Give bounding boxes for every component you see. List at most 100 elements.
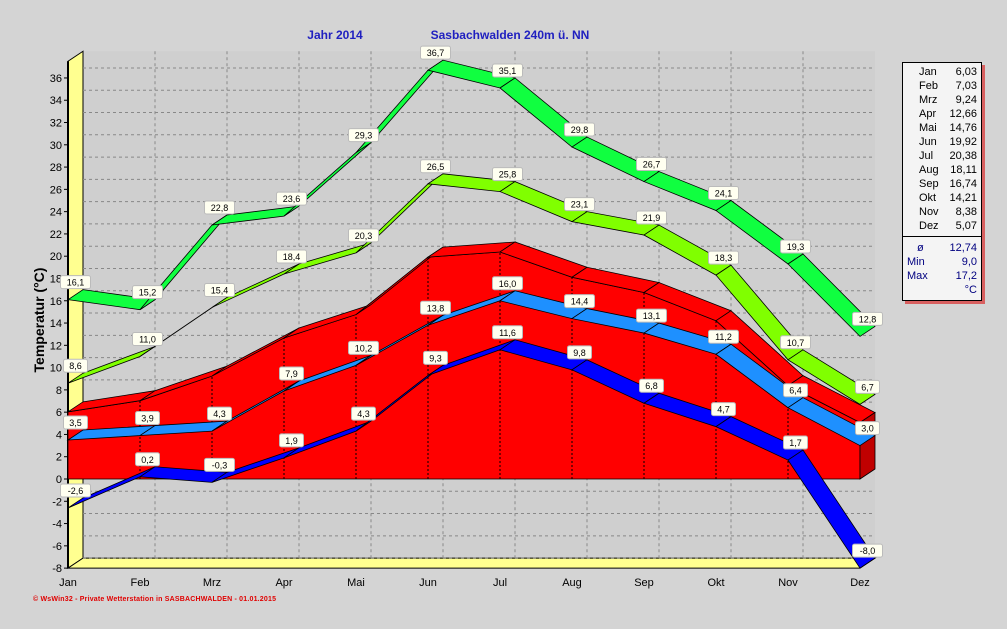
data-label: 4,3 <box>213 409 226 419</box>
max-mean-segment <box>787 349 876 405</box>
legend-value: 12,66 <box>949 108 977 120</box>
data-label: 1,7 <box>789 438 802 448</box>
data-label: -8,0 <box>860 546 876 556</box>
min-label: Min <box>907 256 925 268</box>
legend-month: Mai <box>919 122 937 134</box>
data-label-box <box>783 383 808 398</box>
x-tick-label: Mai <box>347 577 365 589</box>
legend-value: 5,07 <box>955 220 977 232</box>
data-label: 14,4 <box>571 297 589 307</box>
min-value: 9,0 <box>961 256 977 268</box>
data-label-box <box>780 239 811 254</box>
data-label: 21,9 <box>643 213 661 223</box>
data-label-box <box>708 250 739 265</box>
y-tick-label: 32 <box>50 118 62 130</box>
data-label-box <box>204 200 235 215</box>
data-label: 24,1 <box>715 189 733 199</box>
data-label: 19,3 <box>787 242 805 252</box>
legend-month: Jul <box>919 150 934 162</box>
legend-value: 18,11 <box>950 164 977 176</box>
chart-subtitle: Sasbachwalden 240m ü. NN <box>431 28 590 42</box>
data-label: 3,0 <box>861 424 874 434</box>
legend-month: Sep <box>919 178 939 190</box>
legend-value: 20,38 <box>949 150 977 162</box>
data-label-box <box>855 421 880 436</box>
data-label-box <box>279 433 304 448</box>
legend-value: 9,24 <box>955 94 977 106</box>
plot-floor <box>66 557 877 569</box>
data-label: 35,1 <box>499 66 517 76</box>
legend-month: Okt <box>919 192 937 204</box>
avg-label: ø <box>917 242 924 254</box>
data-label-box <box>564 294 595 309</box>
data-label: 13,1 <box>643 311 661 321</box>
x-tick-label: Jun <box>419 577 437 589</box>
x-tick-label: Feb <box>131 577 150 589</box>
y-tick-label: 14 <box>50 318 62 330</box>
data-label-box <box>636 157 667 172</box>
legend-month: Apr <box>919 108 937 120</box>
data-label-box <box>708 329 739 344</box>
data-label: 23,6 <box>283 194 301 204</box>
data-label: 12,8 <box>859 314 877 324</box>
data-label-box <box>132 331 163 346</box>
y-tick-label: -2 <box>52 496 62 508</box>
data-label-box <box>711 402 736 417</box>
legend-value: 14,21 <box>949 192 977 204</box>
data-label: 36,7 <box>427 48 445 58</box>
data-label: 4,7 <box>717 405 730 415</box>
footer-credit: © WsWin32 - Private Wetterstation in SAS… <box>33 596 277 603</box>
legend-row: Dez 5,07 <box>907 219 977 233</box>
legend-month: Nov <box>919 206 939 218</box>
y-tick-label: 28 <box>50 162 62 174</box>
x-tick-label: Okt <box>707 577 724 589</box>
y-tick-label: 36 <box>50 73 62 85</box>
data-label-box <box>132 285 163 300</box>
data-label-box <box>60 483 91 498</box>
data-label: 1,9 <box>285 436 298 446</box>
data-label-box <box>63 415 88 430</box>
data-label: 8,6 <box>69 361 82 371</box>
max-value: 17,2 <box>955 270 977 282</box>
legend-value: 19,92 <box>949 136 977 148</box>
data-label-box <box>207 406 232 421</box>
y-tick-label: 24 <box>50 207 62 219</box>
legend-value: 6,03 <box>955 66 977 78</box>
unit-label: °C <box>964 284 977 296</box>
legend-row: Feb 7,03 <box>907 79 977 93</box>
data-label-box <box>135 452 160 467</box>
x-tick-label: Aug <box>562 577 582 589</box>
data-label-box <box>852 311 883 326</box>
data-label: 23,1 <box>571 200 589 210</box>
data-label: 26,7 <box>643 160 661 170</box>
legend-row: Nov 8,38 <box>907 205 977 219</box>
y-tick-label: 6 <box>56 407 62 419</box>
data-label-box <box>564 197 595 212</box>
data-label-box <box>567 345 592 360</box>
data-label: 29,3 <box>355 131 373 141</box>
data-label-box <box>636 308 667 323</box>
data-label: 4,3 <box>357 409 370 419</box>
legend-row: Apr 12,66 <box>907 107 977 121</box>
legend-value: 16,74 <box>949 178 977 190</box>
data-label: 3,5 <box>69 418 82 428</box>
data-label: 26,5 <box>427 162 445 172</box>
x-tick-label: Apr <box>275 577 292 589</box>
monthly-mean-legend: Jan 6,03 Feb 7,03 Mrz 9,24 Apr 12,66 Mai 14,76 Jun… <box>902 62 982 301</box>
y-tick-label: 22 <box>50 229 62 241</box>
y-tick-label: -8 <box>52 563 62 575</box>
data-label: 15,4 <box>211 285 229 295</box>
data-label-box <box>420 159 451 174</box>
data-label-box <box>423 350 448 365</box>
max-label: Max <box>907 270 928 282</box>
data-label-box <box>783 435 808 450</box>
data-label-box <box>348 340 379 355</box>
data-label: 20,3 <box>355 231 373 241</box>
data-label-box <box>708 186 739 201</box>
data-label: 3,9 <box>141 414 154 424</box>
legend-month: Dez <box>919 220 939 232</box>
data-label: 25,8 <box>499 170 517 180</box>
data-label-box <box>420 45 451 60</box>
data-label: 16,1 <box>67 278 85 288</box>
